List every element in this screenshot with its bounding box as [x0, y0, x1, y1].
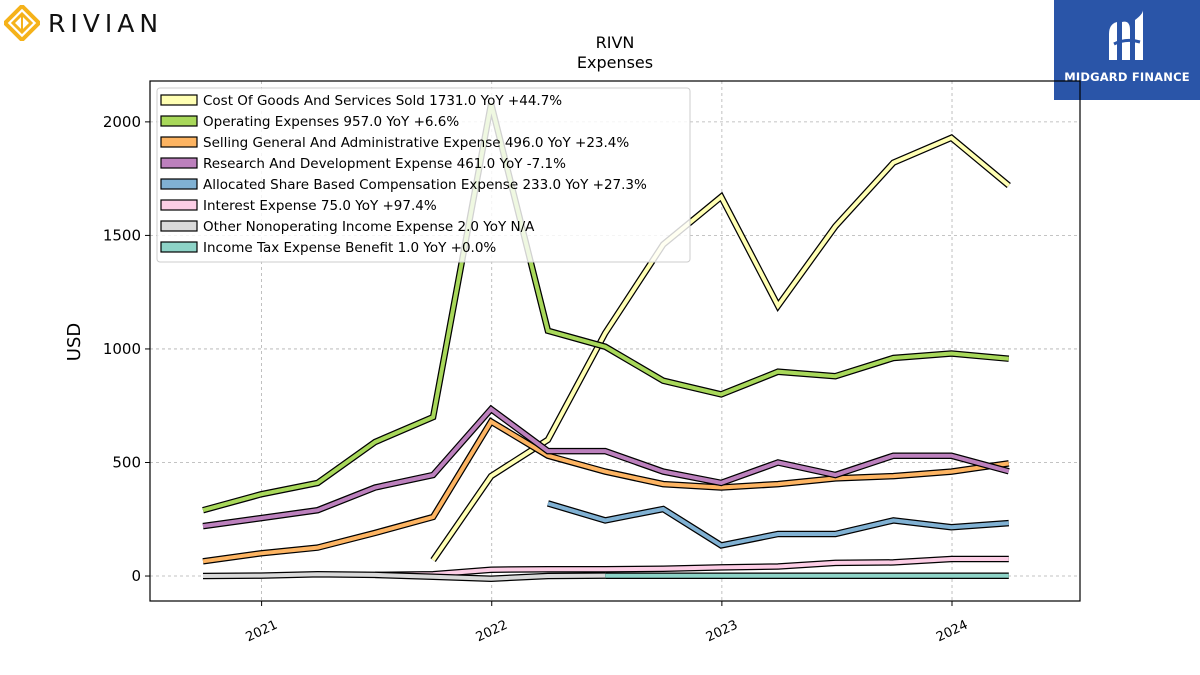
legend-entry: Selling General And Administrative Expen…	[203, 135, 629, 151]
series-line-1	[430, 134, 1011, 562]
midgard-finance-badge: MIDGARD FINANCE	[1054, 0, 1200, 100]
x-tick-label: 2022	[474, 618, 510, 646]
legend: Cost Of Goods And Services Sold 1731.0 Y…	[156, 87, 691, 263]
plot-area	[202, 102, 1011, 582]
rivian-diamond-icon	[4, 5, 40, 41]
legend-entry: Research And Development Expense 461.0 Y…	[203, 156, 566, 172]
legend-entry: Income Tax Expense Benefit 1.0 YoY +0.0%	[203, 240, 496, 256]
series-line-3	[202, 417, 1010, 565]
legend-entry: Interest Expense 75.0 YoY +97.4%	[203, 198, 437, 214]
chart-subtitle: Expenses	[577, 53, 653, 72]
legend-swatch	[160, 136, 198, 148]
legend-swatch	[160, 94, 198, 106]
midgard-mark-icon	[1109, 10, 1143, 61]
legend-entry: Other Nonoperating Income Expense 2.0 Yo…	[203, 219, 535, 235]
series-line-5	[546, 500, 1010, 549]
series-line-7	[202, 570, 606, 582]
x-tick-label: 2021	[244, 618, 280, 646]
badge-label: MIDGARD FINANCE	[1064, 70, 1190, 84]
legend-entry: Operating Expenses 957.0 YoY +6.6%	[203, 114, 459, 130]
series-line-6	[375, 555, 1009, 579]
x-axis: 2021 2022 2023 2024	[244, 601, 970, 646]
y-tick-label: 1000	[103, 340, 141, 358]
legend-entry: Allocated Share Based Compensation Expen…	[203, 177, 647, 193]
y-tick-label: 1500	[103, 226, 141, 244]
y-tick-label: 2000	[103, 113, 141, 131]
legend-entry: Cost Of Goods And Services Sold 1731.0 Y…	[203, 93, 562, 109]
legend-box	[156, 87, 691, 263]
chart-title: RIVN	[596, 33, 635, 52]
y-axis: 0 500 1000 1500 2000	[103, 113, 150, 585]
legend-swatch	[160, 199, 198, 211]
series-line-2	[202, 102, 1010, 514]
brand-logo: RIVIAN	[4, 4, 163, 42]
y-axis-label: USD	[64, 323, 85, 361]
y-tick-label: 0	[131, 567, 141, 585]
legend-swatch	[160, 178, 198, 190]
y-tick-label: 500	[112, 453, 141, 471]
x-tick-label: 2023	[704, 618, 740, 646]
brand-name: RIVIAN	[48, 8, 164, 38]
legend-swatch	[160, 220, 198, 232]
legend-swatch	[160, 115, 198, 127]
x-tick-label: 2024	[934, 618, 970, 646]
legend-swatch	[160, 241, 198, 253]
plot-frame	[149, 80, 1081, 602]
series-line-4	[202, 404, 1010, 530]
legend-swatch	[160, 157, 198, 169]
